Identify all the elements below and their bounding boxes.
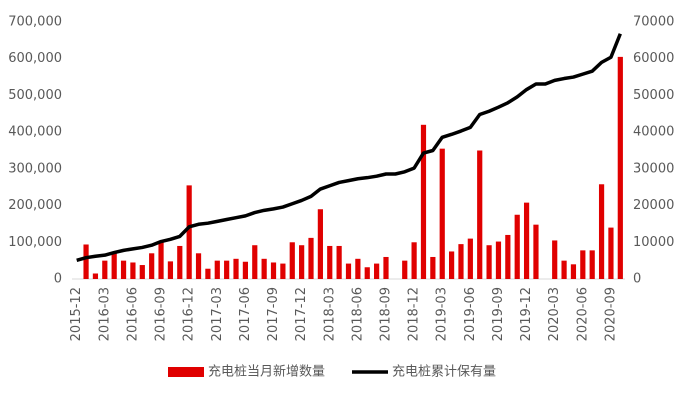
bar xyxy=(383,256,389,279)
y-tick-label: 300,000 xyxy=(8,161,62,176)
y2-tick-label: 40000 xyxy=(633,125,674,140)
y2-tick-label: 60000 xyxy=(633,51,674,66)
bar xyxy=(205,268,211,279)
y2-tick-label: 50000 xyxy=(633,88,674,103)
bar xyxy=(495,241,502,279)
x-tick-label: 2020-03 xyxy=(547,287,562,341)
y2-tick-label: 10000 xyxy=(633,235,674,250)
bar xyxy=(589,250,595,279)
x-tick-label: 2019-09 xyxy=(491,287,506,341)
bar xyxy=(120,260,127,279)
x-tick-label: 2020-06 xyxy=(575,287,590,341)
bar xyxy=(102,260,108,279)
bar xyxy=(130,262,136,279)
bar xyxy=(252,245,258,279)
bar xyxy=(345,263,352,279)
bar xyxy=(111,253,117,279)
x-tick-label: 2018-09 xyxy=(378,287,393,341)
y-tick-label: 100,000 xyxy=(8,235,62,250)
bar xyxy=(439,148,445,279)
bar xyxy=(514,214,520,279)
x-tick-label: 2016-12 xyxy=(182,287,197,341)
bar xyxy=(608,227,614,279)
y-tick-label: 600,000 xyxy=(8,51,62,66)
bar xyxy=(299,245,305,279)
bar xyxy=(598,184,605,279)
bar xyxy=(336,245,342,279)
bar xyxy=(308,237,314,279)
bar xyxy=(505,234,511,279)
y2-tick-label: 30000 xyxy=(633,161,674,176)
y-tick-label: 200,000 xyxy=(8,198,62,213)
bar xyxy=(552,240,558,279)
x-tick-label: 2017-03 xyxy=(210,287,225,341)
y-tick-label: 0 xyxy=(54,272,62,287)
bar xyxy=(280,263,286,279)
x-tick-label: 2019-12 xyxy=(519,287,534,341)
bar xyxy=(374,263,380,279)
bar xyxy=(477,150,483,279)
legend-label: 充电桩累计保有量 xyxy=(392,364,496,380)
y2-tick-label: 0 xyxy=(633,272,641,287)
bar xyxy=(270,262,277,279)
x-tick-label: 2016-06 xyxy=(125,287,140,341)
y-tick-label: 500,000 xyxy=(8,88,62,103)
bar xyxy=(355,258,361,279)
bar xyxy=(92,273,99,279)
bar xyxy=(402,260,408,279)
bar xyxy=(317,209,323,279)
bar xyxy=(617,56,623,279)
bar xyxy=(570,264,577,279)
bar xyxy=(486,245,492,279)
y2-tick-label: 70000 xyxy=(633,15,674,30)
bar xyxy=(83,244,89,279)
bar xyxy=(580,250,586,279)
bar xyxy=(289,242,295,279)
x-tick-label: 2015-12 xyxy=(69,287,84,341)
bar xyxy=(449,251,455,279)
bar xyxy=(327,245,333,279)
bar xyxy=(261,258,267,279)
x-tick-label: 2017-06 xyxy=(238,287,253,341)
line xyxy=(76,33,622,262)
bar xyxy=(242,261,248,279)
x-tick-label: 2019-03 xyxy=(435,287,450,341)
bar xyxy=(167,261,174,279)
bar xyxy=(195,253,202,279)
legend-swatch xyxy=(168,367,204,377)
bar xyxy=(420,124,427,279)
bar xyxy=(364,267,370,279)
bar xyxy=(561,260,567,279)
bar xyxy=(233,258,239,279)
bar xyxy=(158,242,164,279)
bar xyxy=(177,245,183,279)
bar xyxy=(139,265,145,279)
bar xyxy=(533,224,539,279)
legend-label: 充电桩当月新增数量 xyxy=(208,364,325,380)
y-tick-label: 400,000 xyxy=(8,125,62,140)
bar xyxy=(467,238,473,279)
bar xyxy=(523,202,530,279)
x-tick-label: 2020-09 xyxy=(603,287,618,341)
x-tick-label: 2017-09 xyxy=(266,287,281,341)
bar xyxy=(458,244,464,279)
x-tick-label: 2018-03 xyxy=(322,287,337,341)
bar xyxy=(186,185,192,279)
bar xyxy=(411,242,417,279)
bar xyxy=(214,260,220,279)
x-tick-label: 2016-09 xyxy=(154,287,169,341)
x-tick-label: 2019-06 xyxy=(463,287,478,341)
x-tick-label: 2018-06 xyxy=(350,287,365,341)
y2-tick-label: 20000 xyxy=(633,198,674,213)
bar xyxy=(430,256,436,279)
x-tick-label: 2018-12 xyxy=(407,287,422,341)
x-tick-label: 2016-03 xyxy=(97,287,112,341)
x-tick-label: 2017-12 xyxy=(294,287,309,341)
bar xyxy=(149,253,155,279)
y-tick-label: 700,000 xyxy=(8,15,62,30)
bar xyxy=(224,260,230,279)
